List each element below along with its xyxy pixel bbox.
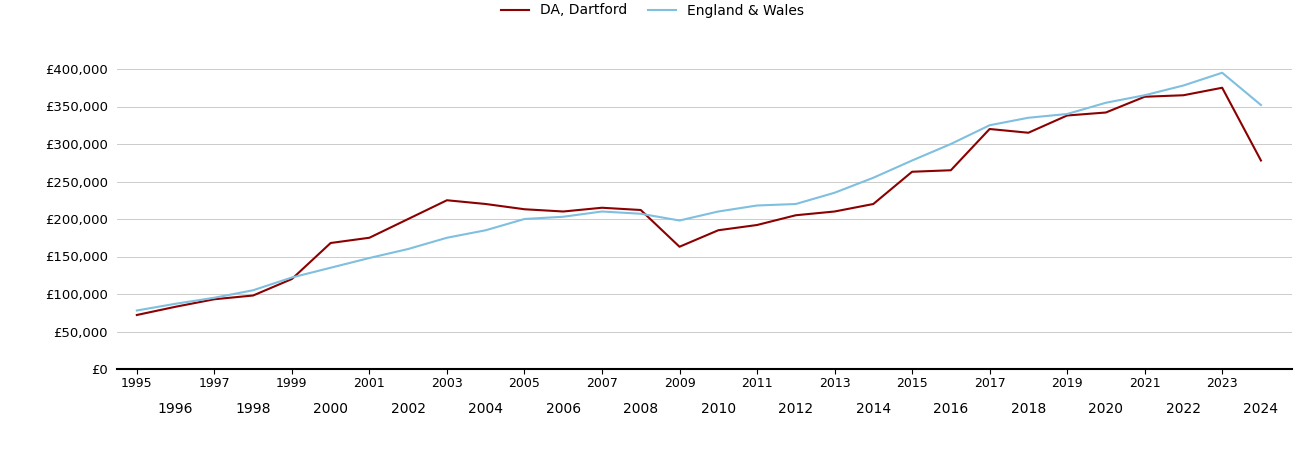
DA, Dartford [1176, 93, 1191, 98]
England & Wales [633, 211, 649, 216]
DA, Dartford [788, 212, 804, 218]
England & Wales [1137, 93, 1152, 98]
DA, Dartford [865, 201, 881, 207]
Line: England & Wales: England & Wales [137, 73, 1261, 310]
England & Wales [1021, 115, 1036, 121]
England & Wales [361, 255, 377, 261]
DA, Dartford [1098, 110, 1113, 115]
DA, Dartford [672, 244, 688, 249]
DA, Dartford [401, 216, 416, 222]
England & Wales [478, 228, 493, 233]
England & Wales [981, 122, 997, 128]
England & Wales [594, 209, 609, 214]
DA, Dartford [1137, 94, 1152, 99]
England & Wales [1253, 102, 1268, 108]
DA, Dartford [1253, 158, 1268, 163]
England & Wales [672, 218, 688, 223]
DA, Dartford [1215, 85, 1231, 90]
DA, Dartford [594, 205, 609, 211]
DA, Dartford [1060, 113, 1075, 118]
DA, Dartford [517, 207, 532, 212]
DA, Dartford [710, 228, 726, 233]
England & Wales [710, 209, 726, 214]
DA, Dartford [284, 276, 300, 282]
England & Wales [438, 235, 454, 240]
England & Wales [322, 265, 338, 270]
England & Wales [245, 288, 261, 293]
DA, Dartford [633, 207, 649, 213]
DA, Dartford [478, 201, 493, 207]
England & Wales [788, 201, 804, 207]
England & Wales [827, 190, 843, 195]
England & Wales [1176, 83, 1191, 88]
DA, Dartford [556, 209, 572, 214]
DA, Dartford [1021, 130, 1036, 135]
England & Wales [1098, 100, 1113, 105]
DA, Dartford [206, 297, 222, 302]
England & Wales [944, 141, 959, 147]
England & Wales [556, 214, 572, 220]
DA, Dartford [981, 126, 997, 132]
England & Wales [1060, 111, 1075, 117]
DA, Dartford [129, 312, 145, 318]
Legend: DA, Dartford, England & Wales: DA, Dartford, England & Wales [496, 0, 809, 23]
DA, Dartford [904, 169, 920, 175]
England & Wales [284, 275, 300, 280]
DA, Dartford [361, 235, 377, 240]
Line: DA, Dartford: DA, Dartford [137, 88, 1261, 315]
England & Wales [517, 216, 532, 222]
DA, Dartford [438, 198, 454, 203]
England & Wales [749, 203, 765, 208]
England & Wales [1215, 70, 1231, 76]
DA, Dartford [749, 222, 765, 228]
DA, Dartford [245, 293, 261, 298]
DA, Dartford [168, 304, 184, 310]
England & Wales [865, 175, 881, 180]
England & Wales [129, 308, 145, 313]
DA, Dartford [944, 167, 959, 173]
England & Wales [206, 295, 222, 301]
DA, Dartford [322, 240, 338, 246]
England & Wales [401, 246, 416, 252]
England & Wales [904, 158, 920, 163]
England & Wales [168, 301, 184, 306]
DA, Dartford [827, 209, 843, 214]
